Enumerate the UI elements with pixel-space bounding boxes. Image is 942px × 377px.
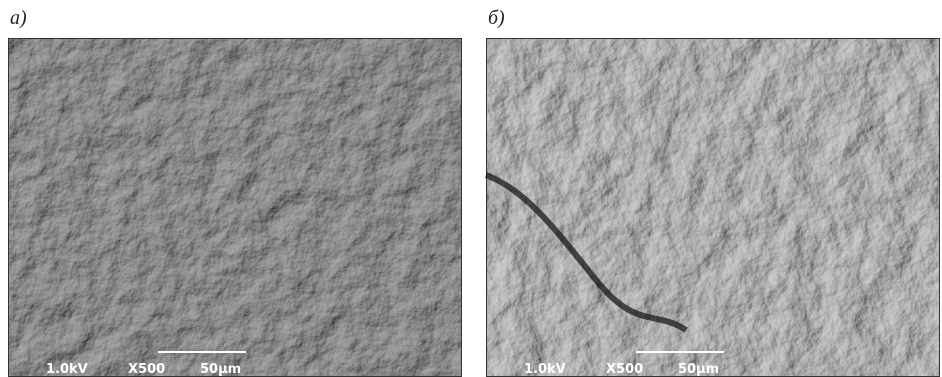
- voltage-label: 1.0kV: [46, 362, 88, 377]
- magnification-label: X500: [606, 362, 643, 377]
- panel-label: б): [488, 7, 505, 29]
- panels: а) 1.0kV X500 50µm б) 1.0kV X500 50µm: [8, 7, 940, 377]
- voltage-label: 1.0kV: [524, 362, 566, 377]
- figure: а) 1.0kV X500 50µm б) 1.0kV X500 50µm: [0, 0, 942, 377]
- sem-image: [8, 38, 462, 377]
- sem-image: [486, 38, 940, 377]
- magnification-label: X500: [128, 362, 165, 377]
- scale-label: 50µm: [200, 362, 241, 377]
- scale-label: 50µm: [678, 362, 719, 377]
- panel-label: а): [10, 7, 27, 29]
